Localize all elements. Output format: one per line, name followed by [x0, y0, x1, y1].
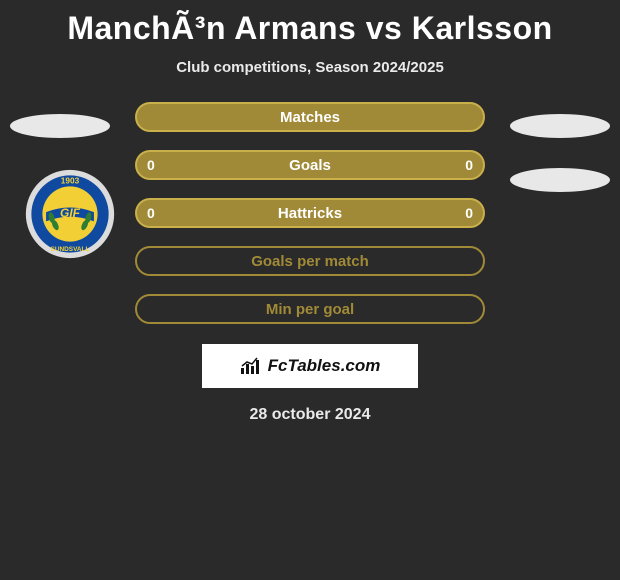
footer-brand-box: FcTables.com: [202, 344, 418, 388]
player-left-avatar-placeholder: [10, 114, 110, 138]
stat-left-value: 0: [147, 157, 155, 173]
stat-label: Min per goal: [266, 301, 354, 318]
stat-label: Goals: [289, 157, 331, 174]
player-left-club-badge: 1903 SUNDSVALL GIF: [24, 168, 116, 260]
subtitle: Club competitions, Season 2024/2025: [0, 59, 620, 76]
footer-date: 28 october 2024: [0, 406, 620, 424]
stat-row-matches: Matches: [135, 102, 485, 132]
stat-rows: Matches 0 Goals 0 0 Hattricks 0 Goals pe…: [135, 102, 485, 324]
stat-row-hattricks: 0 Hattricks 0: [135, 198, 485, 228]
stat-row-goals: 0 Goals 0: [135, 150, 485, 180]
player-right-club-placeholder: [510, 168, 610, 192]
stat-right-value: 0: [465, 205, 473, 221]
stat-row-goals-per-match: Goals per match: [135, 246, 485, 276]
comparison-panel: 1903 SUNDSVALL GIF Matches 0 Goals 0 0 H…: [0, 102, 620, 424]
stat-label: Hattricks: [278, 205, 342, 222]
player-right-avatar-placeholder: [510, 114, 610, 138]
stat-label: Matches: [280, 109, 340, 126]
stat-label: Goals per match: [251, 253, 369, 270]
footer-brand-text: FcTables.com: [268, 356, 381, 376]
badge-year: 1903: [61, 177, 80, 186]
bar-chart-icon: [240, 357, 262, 375]
page-title: ManchÃ³n Armans vs Karlsson: [0, 0, 620, 47]
badge-banner-text: GIF: [60, 206, 81, 220]
stat-right-value: 0: [465, 157, 473, 173]
stat-left-value: 0: [147, 205, 155, 221]
stat-row-min-per-goal: Min per goal: [135, 294, 485, 324]
badge-city: SUNDSVALL: [51, 246, 90, 253]
